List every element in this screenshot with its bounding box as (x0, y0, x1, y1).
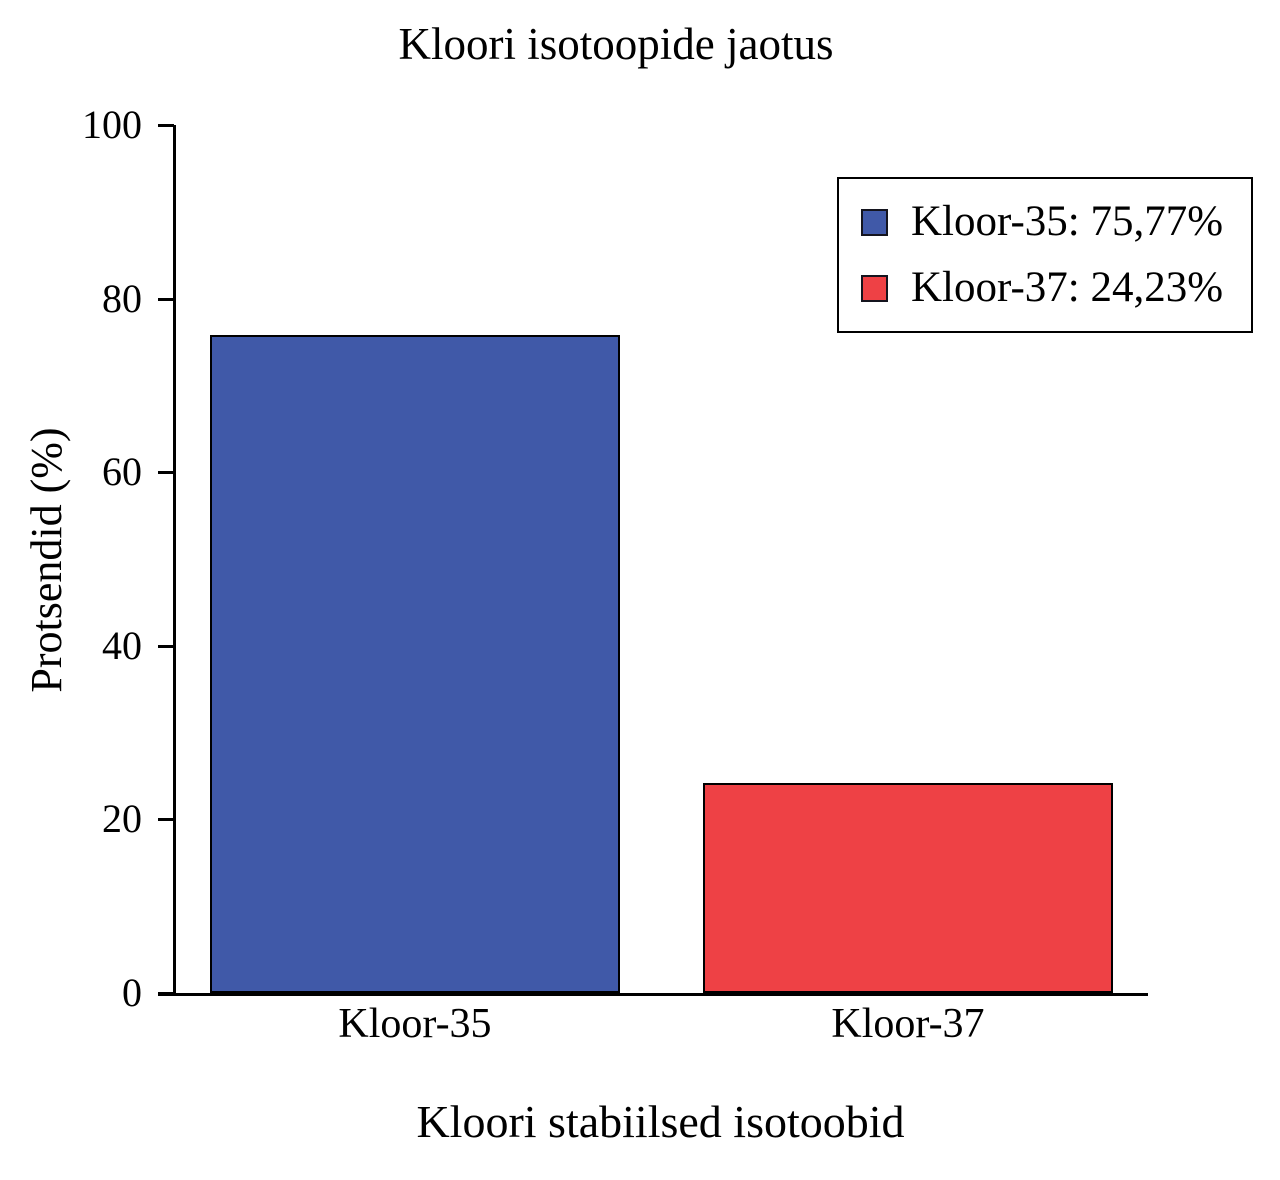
legend: Kloor-35: 75,77% Kloor-37: 24,23% (837, 177, 1253, 333)
y-tick-mark (158, 124, 174, 127)
y-tick-label: 100 (82, 102, 142, 147)
y-axis-line (173, 125, 176, 996)
y-tick-label: 20 (102, 796, 142, 842)
bar-kloor-37 (703, 783, 1113, 993)
legend-label-kloor-37: Kloor-37: 24,23% (911, 264, 1224, 311)
y-tick-mark (158, 471, 174, 475)
y-tick-label: 40 (102, 622, 142, 668)
x-axis-line (158, 993, 1148, 996)
legend-item-kloor-37: Kloor-37: 24,23% (861, 265, 1251, 311)
y-tick-mark (158, 992, 174, 995)
y-axis-title: Protsendid (%) (22, 427, 71, 693)
bar-kloor-35 (210, 335, 620, 993)
x-tick-label-kloor-37: Kloor-37 (831, 1001, 985, 1047)
y-tick-mark (158, 818, 174, 822)
chart-title: Kloori isotoopide jaotus (398, 19, 834, 69)
legend-label-kloor-35: Kloor-35: 75,77% (911, 198, 1224, 245)
y-tick-label: 0 (122, 970, 142, 1015)
legend-swatch-kloor-35 (861, 208, 888, 236)
y-tick-mark (158, 644, 174, 648)
legend-swatch-kloor-37 (861, 274, 888, 302)
y-tick-label: 80 (102, 275, 142, 321)
x-tick-label-kloor-35: Kloor-35 (338, 1001, 492, 1047)
x-axis-title: Kloori stabiilsed isotoobid (416, 1096, 905, 1147)
y-tick-mark (158, 297, 174, 301)
legend-item-kloor-35: Kloor-35: 75,77% (861, 199, 1251, 245)
y-tick-label: 60 (102, 449, 142, 495)
